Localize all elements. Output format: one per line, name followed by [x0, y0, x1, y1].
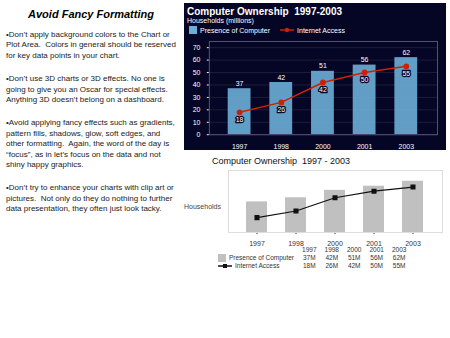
svg-text:0: 0: [197, 131, 201, 138]
html-text:56M: 56M: [370, 254, 383, 262]
svg-text:18: 18: [236, 116, 244, 123]
svg-text:1997: 1997: [249, 241, 265, 247]
svg-text:1998: 1998: [274, 143, 290, 150]
svg-text:10: 10: [193, 119, 201, 126]
svg-text:40: 40: [193, 81, 201, 88]
svg-text:2000: 2000: [315, 143, 331, 150]
svg-text:30: 30: [193, 94, 201, 101]
html-text:18M: 18M: [303, 262, 316, 270]
html-text:Households: Households: [184, 202, 221, 210]
svg-text:55: 55: [402, 70, 410, 77]
html-text:Internet Access: Internet Access: [297, 26, 345, 34]
html-text:62M: 62M: [392, 254, 406, 262]
svg-text:20: 20: [193, 106, 201, 113]
svg-text:50: 50: [361, 76, 369, 83]
svg-text:2003: 2003: [405, 241, 421, 247]
svg-text:56: 56: [361, 56, 369, 63]
html-text:1998: 1998: [324, 246, 339, 254]
html-text:51M: 51M: [347, 254, 361, 262]
html-text:26M: 26M: [325, 262, 339, 270]
html-text:•Don’t use 3D charts or 3D eff: •Don’t use 3D charts or 3D effects. No o…: [6, 74, 172, 104]
svg-text:60: 60: [193, 56, 201, 63]
svg-text:42: 42: [277, 74, 285, 81]
html-text:37M: 37M: [303, 254, 316, 262]
html-text:Households (millions): Households (millions): [187, 17, 254, 24]
html-text:Avoid Fancy Formatting: Avoid Fancy Formatting: [28, 8, 154, 20]
svg-text:2001: 2001: [366, 241, 382, 247]
svg-text:42: 42: [319, 86, 327, 93]
html-text:2000: 2000: [347, 246, 362, 254]
svg-text:2000: 2000: [327, 241, 343, 247]
svg-text:26: 26: [277, 106, 285, 113]
svg-text:50: 50: [193, 69, 201, 76]
html-text:50M: 50M: [370, 262, 383, 270]
html-text:Computer Ownership 1997 - 2003: Computer Ownership 1997 - 2003: [212, 156, 351, 167]
html-text:42M: 42M: [325, 254, 339, 262]
svg-text:2003: 2003: [399, 143, 415, 150]
svg-text:1998: 1998: [288, 241, 304, 247]
html-text:Internet Access: Internet Access: [235, 262, 280, 270]
html-text:Computer Ownership 1997-2003: Computer Ownership 1997-2003: [187, 6, 343, 17]
svg-text:62: 62: [402, 49, 410, 56]
svg-text:51: 51: [319, 62, 327, 69]
html-text:1997: 1997: [302, 246, 317, 254]
svg-text:1997: 1997: [232, 143, 248, 150]
html-text:42M: 42M: [347, 262, 361, 270]
html-text:•Avoid applying fancy effects: •Avoid applying fancy effects such as gr…: [6, 118, 178, 169]
svg-text:37: 37: [236, 80, 244, 87]
html-text:55M: 55M: [392, 262, 406, 270]
html-text:•Don’t apply background colors: •Don’t apply background colors to the Ch…: [6, 30, 179, 60]
svg-text:2001: 2001: [357, 143, 373, 150]
html-text:Presence of Computer: Presence of Computer: [229, 254, 294, 262]
html-text:Presence of Computer: Presence of Computer: [200, 26, 270, 34]
svg-text:70: 70: [193, 44, 201, 51]
html-text:•Don’t try to enhance your cha: •Don’t try to enhance your charts with c…: [6, 183, 176, 214]
